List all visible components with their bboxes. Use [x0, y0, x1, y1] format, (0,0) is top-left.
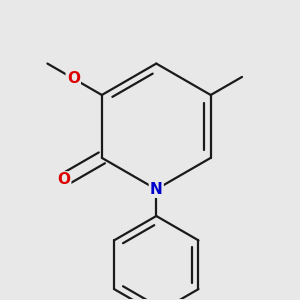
Text: O: O	[67, 71, 80, 86]
Text: O: O	[57, 172, 70, 188]
Text: N: N	[150, 182, 163, 197]
